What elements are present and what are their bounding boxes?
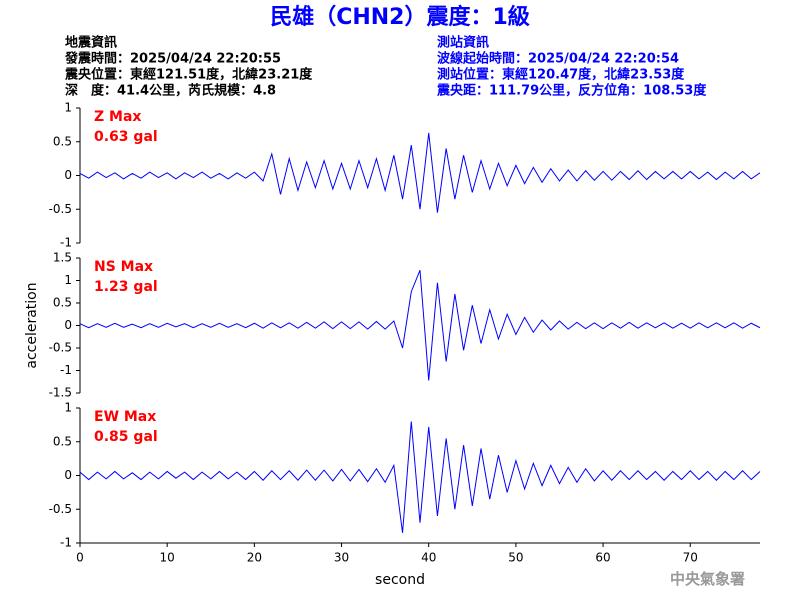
annotation: 0.63 gal	[94, 129, 158, 145]
info-line: 波線起始時間：2025/04/24 22:20:54	[437, 51, 679, 67]
chart-title: 民雄（CHN2）震度：1級	[270, 4, 530, 30]
info-line: 地震資訊	[65, 35, 117, 51]
credit: 中央氣象署	[670, 570, 745, 588]
info-line: 深 度：41.4公里，芮氏規模：4.8	[65, 83, 276, 99]
y-tick-label: 0.5	[53, 296, 72, 310]
annotation: EW Max	[94, 409, 156, 425]
x-tick-label: 60	[595, 551, 610, 565]
x-tick-label: 10	[160, 551, 175, 565]
waveform	[79, 132, 761, 213]
waveform	[79, 269, 761, 381]
info-line: 震央位置：東經121.51度，北緯23.21度	[64, 67, 313, 83]
y-axis-label: acceleration	[24, 282, 40, 368]
y-tick-label: -0.5	[49, 502, 72, 516]
y-tick-label: -1.5	[49, 386, 72, 400]
x-tick-label: 40	[421, 551, 436, 565]
annotation: Z Max	[94, 109, 141, 125]
y-tick-label: -1	[60, 536, 72, 550]
info-line: 震央距：111.79公里，反方位角：108.53度	[436, 83, 707, 99]
x-tick-label: 50	[508, 551, 523, 565]
x-tick-label: 30	[334, 551, 349, 565]
y-tick-label: 1	[64, 401, 72, 415]
x-tick-label: 70	[683, 551, 698, 565]
x-tick-label: 20	[247, 551, 262, 565]
y-tick-label: 0	[64, 318, 72, 332]
annotation: 0.85 gal	[94, 429, 158, 445]
info-line: 測站資訊	[437, 35, 489, 51]
y-tick-label: 0.5	[53, 434, 72, 448]
annotation: NS Max	[94, 259, 153, 275]
waveform	[79, 421, 761, 533]
y-tick-label: -1	[60, 363, 72, 377]
y-tick-label: -1	[60, 236, 72, 250]
y-tick-label: 1	[64, 273, 72, 287]
y-tick-label: 0	[64, 168, 72, 182]
annotation: 1.23 gal	[94, 279, 158, 295]
info-line: 測站位置：東經120.47度，北緯23.53度	[437, 67, 685, 83]
info-line: 發震時間：2025/04/24 22:20:55	[64, 51, 281, 67]
event-info: 地震資訊 發震時間：2025/04/24 22:20:55 震央位置：東經121…	[64, 35, 313, 99]
station-info: 測站資訊 波線起始時間：2025/04/24 22:20:54 測站位置：東經1…	[436, 35, 707, 99]
y-tick-label: -0.5	[49, 341, 72, 355]
y-tick-label: 1.5	[53, 251, 72, 265]
y-tick-label: 0	[64, 468, 72, 482]
x-axis-label: second	[375, 572, 425, 588]
y-tick-label: 0.5	[53, 134, 72, 148]
y-tick-label: 1	[64, 101, 72, 115]
y-tick-label: -0.5	[49, 202, 72, 216]
x-tick-label: 0	[76, 551, 84, 565]
